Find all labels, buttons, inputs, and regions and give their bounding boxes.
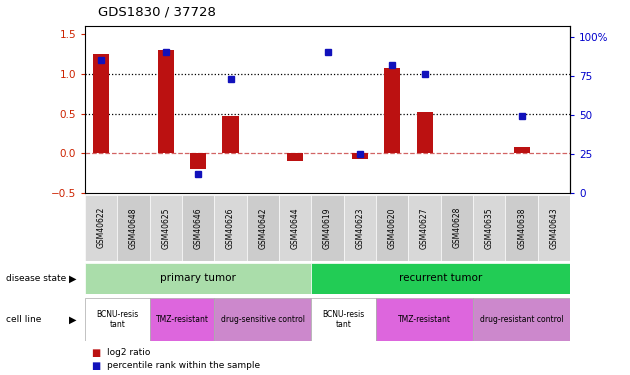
Text: ▶: ▶: [69, 315, 76, 325]
Bar: [279, 195, 311, 261]
Bar: [352, 153, 368, 159]
Text: disease state: disease state: [6, 274, 67, 283]
Text: GSM40622: GSM40622: [97, 207, 106, 249]
Bar: [85, 195, 117, 261]
Text: drug-sensitive control: drug-sensitive control: [221, 315, 305, 324]
Bar: [384, 68, 401, 153]
Text: GSM40623: GSM40623: [355, 207, 364, 249]
Bar: [93, 54, 110, 153]
Bar: [150, 195, 182, 261]
Bar: [214, 298, 311, 341]
Bar: [473, 195, 505, 261]
Bar: [222, 116, 239, 153]
Text: TMZ-resistant: TMZ-resistant: [398, 315, 451, 324]
Text: GSM40648: GSM40648: [129, 207, 138, 249]
Text: percentile rank within the sample: percentile rank within the sample: [107, 361, 260, 370]
Text: GSM40627: GSM40627: [420, 207, 429, 249]
Text: BCNU-resis
tant: BCNU-resis tant: [96, 310, 139, 329]
Text: GDS1830 / 37728: GDS1830 / 37728: [98, 6, 215, 19]
Text: ■: ■: [91, 348, 101, 358]
Bar: [376, 298, 473, 341]
Bar: [408, 195, 441, 261]
Bar: [247, 195, 279, 261]
Bar: [85, 298, 150, 341]
Text: GSM40626: GSM40626: [226, 207, 235, 249]
Text: GSM40620: GSM40620: [388, 207, 397, 249]
Text: BCNU-resis
tant: BCNU-resis tant: [323, 310, 365, 329]
Bar: [311, 195, 344, 261]
Bar: [538, 195, 570, 261]
Bar: [158, 50, 174, 153]
Bar: [441, 195, 473, 261]
Bar: [344, 195, 376, 261]
Text: GSM40638: GSM40638: [517, 207, 526, 249]
Bar: [85, 262, 311, 294]
Text: ■: ■: [91, 361, 101, 370]
Bar: [513, 147, 530, 153]
Text: TMZ-resistant: TMZ-resistant: [156, 315, 209, 324]
Text: log2 ratio: log2 ratio: [107, 348, 151, 357]
Text: GSM40643: GSM40643: [549, 207, 558, 249]
Text: GSM40644: GSM40644: [291, 207, 300, 249]
Text: GSM40642: GSM40642: [258, 207, 267, 249]
Text: GSM40635: GSM40635: [485, 207, 494, 249]
Bar: [416, 112, 433, 153]
Text: GSM40646: GSM40646: [194, 207, 203, 249]
Bar: [190, 153, 206, 169]
Text: GSM40625: GSM40625: [161, 207, 170, 249]
Bar: [311, 262, 570, 294]
Text: GSM40628: GSM40628: [452, 207, 461, 249]
Text: drug-resistant control: drug-resistant control: [480, 315, 563, 324]
Bar: [287, 153, 304, 161]
Bar: [117, 195, 150, 261]
Bar: [182, 195, 214, 261]
Text: ▶: ▶: [69, 273, 76, 284]
Text: cell line: cell line: [6, 315, 42, 324]
Bar: [473, 298, 570, 341]
Text: recurrent tumor: recurrent tumor: [399, 273, 483, 284]
Text: GSM40619: GSM40619: [323, 207, 332, 249]
Text: primary tumor: primary tumor: [160, 273, 236, 284]
Bar: [214, 195, 247, 261]
Bar: [150, 298, 214, 341]
Bar: [505, 195, 538, 261]
Bar: [376, 195, 408, 261]
Bar: [311, 298, 376, 341]
